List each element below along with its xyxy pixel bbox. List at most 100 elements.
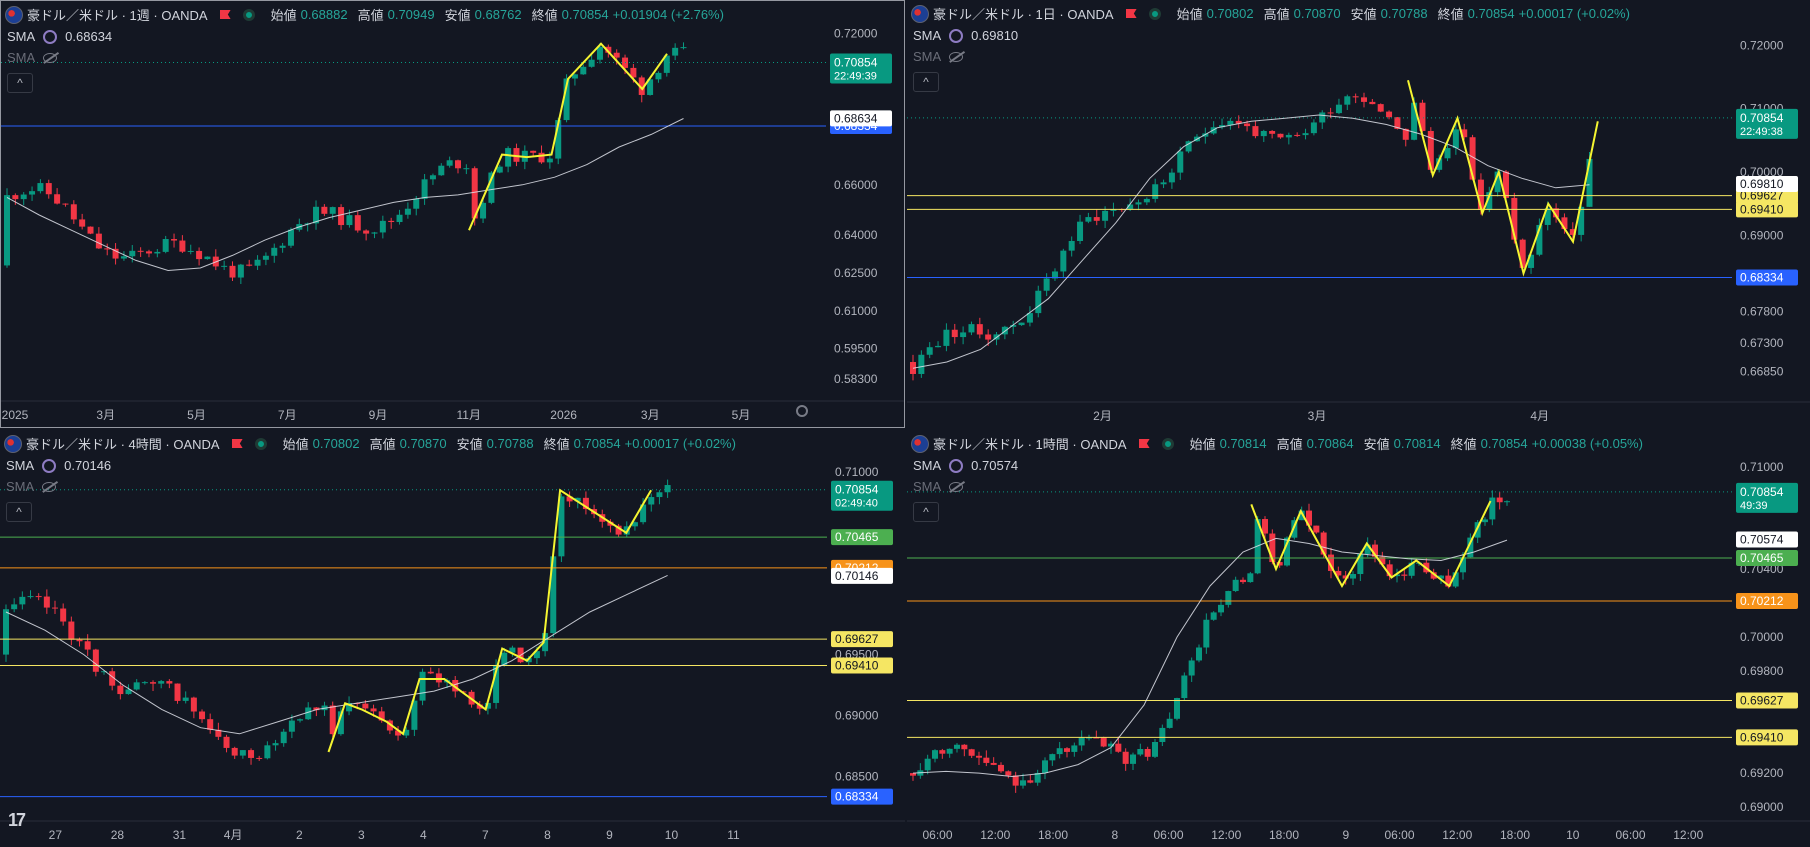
candle [1196, 644, 1202, 663]
candle-body [421, 179, 428, 199]
candle-body [924, 758, 931, 771]
candle [1115, 736, 1122, 753]
collapse-legend-button[interactable]: ^ [7, 73, 33, 93]
x-tick-label: 18:00 [1038, 828, 1068, 842]
sma-line[interactable] [6, 118, 684, 272]
flag-marker-icon[interactable] [219, 10, 231, 19]
candle-body [362, 703, 369, 709]
flag-marker-icon[interactable] [1125, 9, 1137, 18]
candles [910, 92, 1593, 381]
symbol-title[interactable]: 豪ドル／米ドル · 1日 · OANDA [933, 7, 1114, 22]
symbol-legend[interactable]: 豪ドル／米ドル · 1時間 · OANDA 始値 0.70814 高値 0.70864 安… [911, 434, 1643, 453]
indicator-name: SMA [6, 479, 35, 494]
candle [455, 159, 461, 174]
zigzag-drawing[interactable] [1407, 79, 1599, 277]
indicator-row[interactable]: SMA 0.68634 [7, 29, 112, 44]
collapse-legend-button[interactable]: ^ [913, 502, 939, 522]
candle-body [419, 671, 426, 701]
indicator-row[interactable]: SMA 0.69810 [913, 28, 1018, 43]
collapse-legend-button[interactable]: ^ [913, 72, 939, 92]
sma-source-icon[interactable] [949, 28, 964, 43]
candle-body [87, 226, 94, 234]
indicator-row[interactable]: SMA [7, 50, 58, 65]
candle [1152, 178, 1159, 203]
collapse-legend-button[interactable]: ^ [6, 502, 32, 522]
candle-body [37, 183, 44, 192]
candle [1461, 123, 1468, 140]
low-value: 0.70814 [1393, 436, 1441, 451]
sma-line[interactable] [5, 574, 668, 735]
hidden-eye-icon[interactable] [949, 51, 964, 62]
zigzag-drawing[interactable] [468, 42, 668, 231]
symbol-legend[interactable]: 豪ドル／米ドル · 4時間 · OANDA 始値 0.70802 高値 0.70870 安… [4, 434, 736, 453]
symbol-legend[interactable]: 豪ドル／米ドル · 1日 · OANDA 始値 0.70802 高値 0.70870 安値… [911, 4, 1630, 23]
symbol-title[interactable]: 豪ドル／米ドル · 4時間 · OANDA [26, 437, 220, 452]
chart-panel-daily[interactable]: 0.72000 0.71000 0.70000 0.69000 0.67800 0.673… [907, 0, 1810, 428]
candle [582, 491, 589, 515]
candle [190, 696, 197, 719]
symbol-title[interactable]: 豪ドル／米ドル · 1時間 · OANDA [933, 437, 1127, 452]
sma-source-icon[interactable] [949, 458, 964, 473]
candle [427, 667, 434, 675]
flag-marker-icon[interactable] [1138, 439, 1150, 448]
candle-body [582, 497, 589, 510]
candle [363, 229, 370, 241]
indicator-name: SMA [913, 458, 942, 473]
market-open-icon [1161, 437, 1174, 450]
hidden-eye-icon[interactable] [43, 52, 58, 63]
level-price-tag [831, 631, 893, 648]
candle-body [404, 208, 411, 215]
zigzag-drawing[interactable] [327, 488, 652, 753]
chart-svg[interactable]: 0.710000.704000.700000.698000.692000.690… [907, 430, 1810, 847]
candle-body [133, 682, 140, 690]
sma-line[interactable] [912, 537, 1508, 778]
high-value: 0.70864 [1306, 436, 1354, 451]
candle-body [550, 556, 557, 634]
candle-body [1188, 660, 1195, 676]
chart-svg[interactable]: 0.720000.710000.700000.690000.678000.673… [907, 0, 1810, 428]
hidden-eye-icon[interactable] [42, 481, 57, 492]
symbol-title[interactable]: 豪ドル／米ドル · 1週 · OANDA [27, 8, 208, 23]
sma-source-icon[interactable] [42, 458, 57, 473]
indicator-row[interactable]: SMA 0.70574 [913, 458, 1018, 473]
zigzag-drawing[interactable] [1250, 500, 1492, 589]
candle-body [287, 229, 294, 246]
symbol-legend[interactable]: 豪ドル／米ドル · 1週 · OANDA 始値 0.68882 高値 0.70949 安値… [5, 5, 724, 24]
sma-line[interactable] [912, 114, 1590, 369]
tradingview-logo[interactable]: 17 [8, 810, 26, 830]
candle-body [1430, 572, 1437, 579]
candle-body [1143, 198, 1150, 203]
chart-panel-1h[interactable]: 0.71000 0.70400 0.70000 0.69800 0.69200 0.690… [907, 430, 1810, 847]
indicator-row[interactable]: SMA [913, 49, 964, 64]
chart-svg[interactable]: 0.72000 0.66000 0.64000 0.62500 0.61000 0.595… [1, 1, 904, 427]
open-label: 始値 [270, 8, 297, 23]
chart-svg[interactable]: 0.710000.695000.690000.685000.704650.702… [0, 430, 905, 847]
candle [52, 600, 59, 614]
candle [935, 341, 942, 348]
indicator-row[interactable]: SMA [6, 479, 57, 494]
change-value: +0.01904 (+2.76%) [612, 7, 724, 22]
candle-body [1578, 206, 1585, 235]
candle [207, 713, 214, 734]
candle [438, 163, 445, 176]
candle-body [207, 719, 214, 730]
candle-body [1159, 727, 1166, 742]
candle-body [112, 248, 119, 259]
candle-body [62, 203, 69, 205]
candle [1247, 571, 1254, 583]
settings-gear-icon[interactable] [796, 405, 808, 417]
candle-body [1386, 111, 1393, 118]
candle [101, 670, 108, 675]
candle-body [1310, 122, 1317, 134]
indicator-row[interactable]: SMA 0.70146 [6, 458, 111, 473]
candle [104, 243, 111, 256]
x-tick-label: 7月 [278, 408, 297, 422]
chart-panel-4h[interactable]: 0.71000 0.69500 0.69000 0.68500 0.70465 0.702… [0, 430, 905, 847]
hidden-eye-icon[interactable] [949, 481, 964, 492]
open-value: 0.68882 [300, 7, 348, 22]
indicator-row[interactable]: SMA [913, 479, 964, 494]
chart-panel-weekly[interactable]: 0.72000 0.66000 0.64000 0.62500 0.61000 0.595… [0, 0, 905, 428]
flag-marker-icon[interactable] [231, 439, 243, 448]
candle-body [264, 745, 271, 759]
sma-source-icon[interactable] [43, 29, 58, 44]
